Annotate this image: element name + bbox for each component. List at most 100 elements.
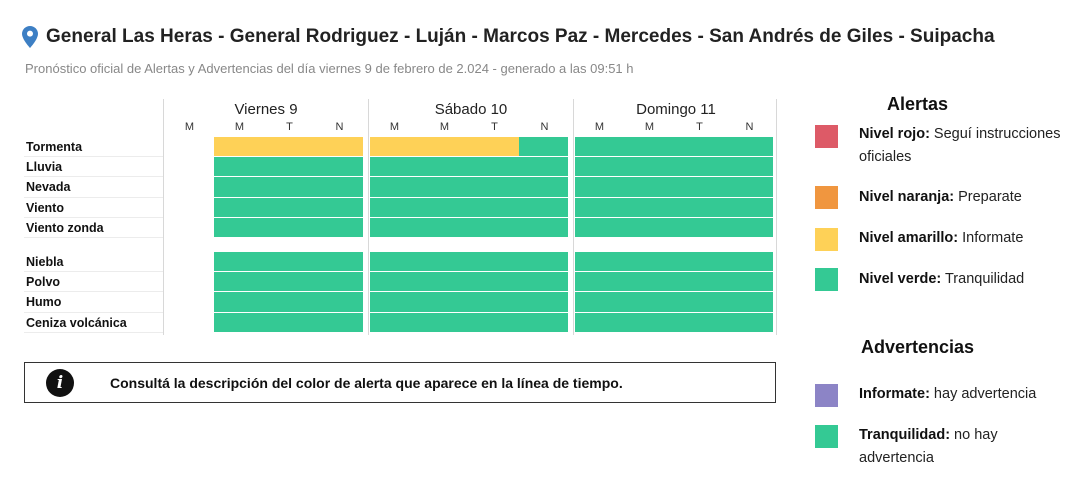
timeline-cell-verde [519, 252, 568, 272]
timeline-cell-verde [724, 217, 773, 237]
timeline-cell-verde [519, 157, 568, 177]
period-header: N [745, 121, 754, 133]
legend-item-desc: no hay advertencia [859, 427, 998, 466]
timeline-cell-verde [724, 272, 773, 292]
timeline-cell-verde [469, 197, 519, 217]
timeline-cell-verde [264, 157, 314, 177]
info-banner: i Consultá la descripción del color de a… [24, 362, 776, 403]
row-label: Polvo [26, 275, 61, 290]
timeline-cell-verde [624, 157, 674, 177]
day-separator [776, 99, 777, 335]
legend-item: Nivel naranja: Preparate [859, 186, 1069, 209]
legend-item: Informate: hay advertencia [859, 383, 1069, 406]
timeline-cell-verde [575, 217, 625, 237]
row-label: Humo [26, 295, 62, 310]
legend-item-desc: Preparate [954, 189, 1022, 205]
timeline-cell-verde [469, 292, 519, 312]
timeline-cell-verde [519, 197, 568, 217]
legend-advertencias-title: Advertencias [861, 337, 975, 357]
timeline-cell-verde [519, 272, 568, 292]
timeline-cell-verde [724, 312, 773, 332]
timeline-cell-verde [519, 137, 568, 157]
timeline-cell-verde [674, 137, 724, 157]
timeline-cell-verde [264, 252, 314, 272]
row-divider [24, 271, 163, 273]
timeline-cell-verde [264, 292, 314, 312]
row-label: Tormenta [26, 140, 83, 154]
timeline-cell-verde [264, 177, 314, 197]
timeline-cell-verde [214, 217, 264, 237]
timeline-cell-amarillo [370, 137, 420, 157]
timeline-cell-amarillo [469, 137, 519, 157]
legend-swatch-verde [815, 268, 838, 291]
timeline-cell-verde [575, 292, 625, 312]
timeline-cell-verde [370, 252, 420, 272]
legend-item-desc: Tranquilidad [941, 271, 1025, 287]
timeline-cell-verde [575, 197, 625, 217]
timeline-cell-verde [724, 157, 773, 177]
timeline-cell-verde [419, 157, 469, 177]
timeline-cell-verde [724, 137, 773, 157]
timeline-cell-verde [674, 197, 724, 217]
timeline-cell-verde [214, 312, 264, 332]
timeline-cell-verde [314, 312, 363, 332]
timeline-cell-verde [314, 217, 363, 237]
period-header: T [491, 121, 498, 133]
legend-swatch-amarillo [815, 228, 838, 251]
timeline-cell-verde [419, 252, 469, 272]
timeline-cell-verde [419, 292, 469, 312]
timeline-cell-verde [370, 177, 420, 197]
period-header: T [696, 121, 703, 133]
timeline-cell-verde [624, 177, 674, 197]
timeline-cell-verde [419, 312, 469, 332]
legend-item-name: Nivel amarillo: [859, 230, 959, 246]
timeline-cell-verde [674, 252, 724, 272]
timeline-cell-verde [575, 312, 625, 332]
row-divider [24, 291, 163, 293]
timeline-cell-verde [370, 312, 420, 332]
timeline-cell-verde [370, 292, 420, 312]
timeline-cell-verde [314, 252, 363, 272]
legend-item-desc: Informate [958, 230, 1024, 246]
legend-item-name: Nivel rojo: [859, 126, 930, 142]
timeline-cell-verde [214, 177, 264, 197]
timeline-cell-verde [264, 312, 314, 332]
row-divider [24, 331, 163, 333]
row-divider [24, 311, 163, 313]
timeline-cell-verde [674, 217, 724, 237]
timeline-cell-verde [724, 177, 773, 197]
timeline-cell-verde [214, 272, 264, 292]
legend-swatch-rojo [815, 125, 838, 148]
timeline-cell-verde [214, 292, 264, 312]
period-header: M [594, 121, 605, 133]
row-label: Viento [26, 200, 64, 215]
period-header: M [644, 121, 655, 133]
legend-swatch-naranja [815, 186, 838, 209]
timeline-cell-verde [674, 292, 724, 312]
timeline-cell-verde [419, 197, 469, 217]
day-header: Domingo 11 [636, 101, 716, 118]
timeline-cell-amarillo [419, 137, 469, 157]
timeline-cell-amarillo [264, 137, 314, 157]
legend-item-name: Tranquilidad: [859, 427, 951, 443]
timeline-cell-verde [674, 312, 724, 332]
timeline-cell-verde [575, 157, 625, 177]
timeline-cell-verde [370, 217, 420, 237]
timeline-cell-verde [419, 272, 469, 292]
legend-item: Tranquilidad: no hay advertencia [859, 424, 1069, 470]
row-divider [24, 176, 163, 178]
period-header: M [234, 121, 245, 133]
timeline-cell-verde [575, 272, 625, 292]
timeline-cell-verde [724, 197, 773, 217]
timeline-cell-verde [214, 252, 264, 272]
period-header: T [286, 121, 293, 133]
row-divider [24, 196, 163, 198]
period-header: N [335, 121, 344, 133]
period-header: N [540, 121, 549, 133]
timeline-cell-verde [419, 217, 469, 237]
timeline-cell-verde [624, 217, 674, 237]
legend-item-name: Nivel verde: [859, 271, 942, 287]
row-divider [24, 216, 163, 218]
timeline-cell-verde [370, 197, 420, 217]
timeline-cell-verde [674, 177, 724, 197]
